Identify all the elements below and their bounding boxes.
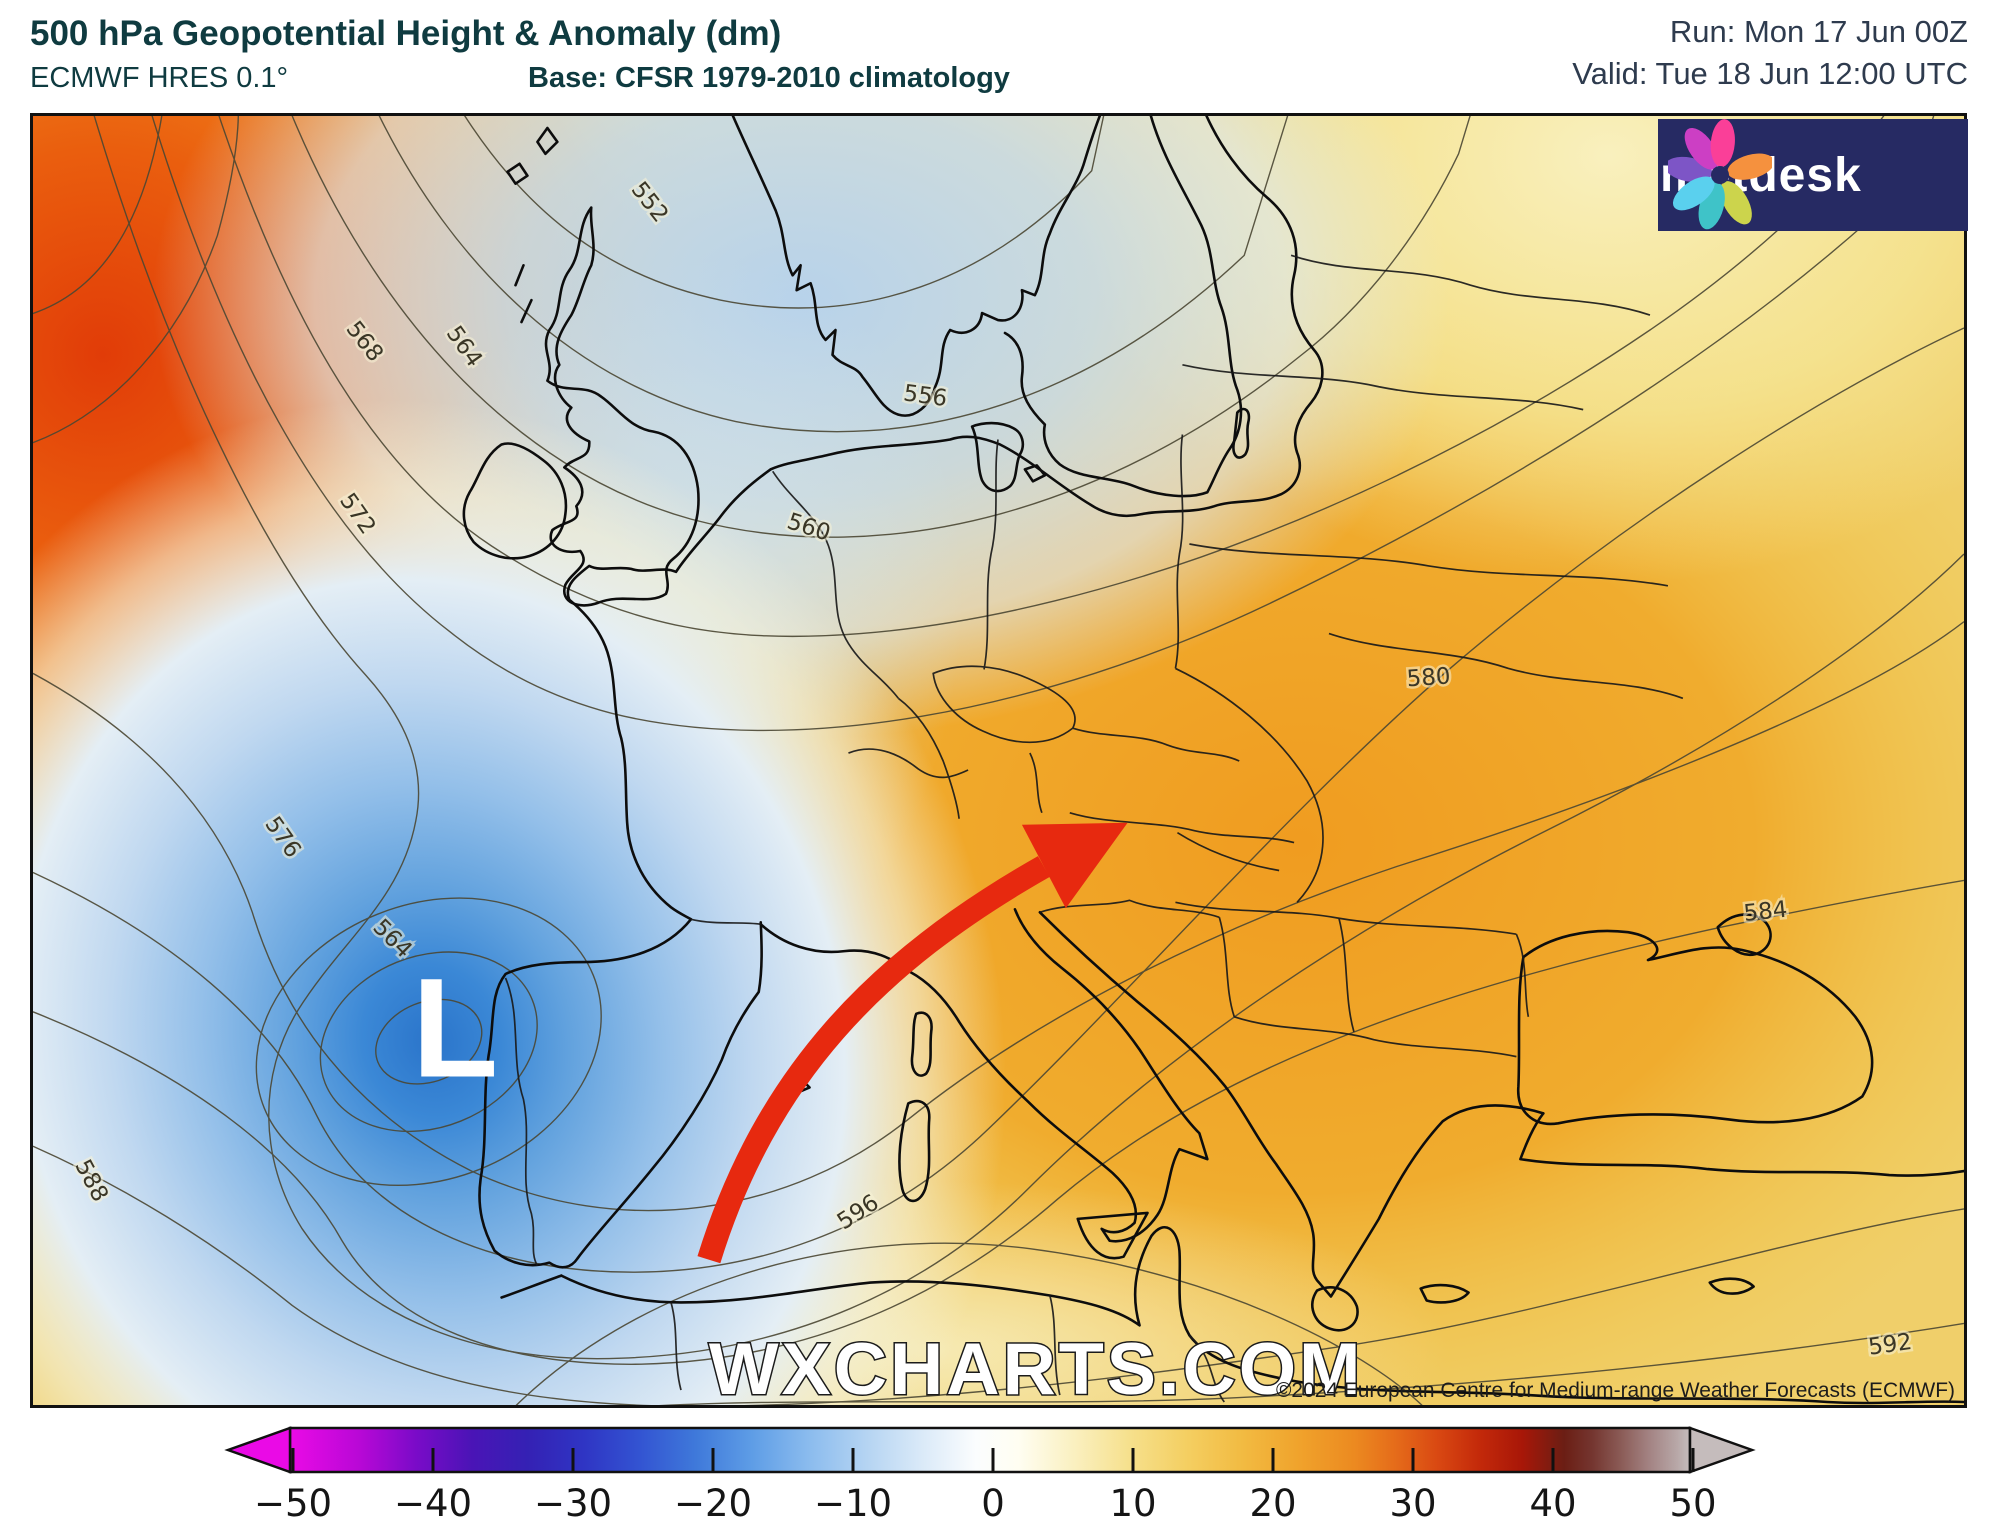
anomaly-shading [33,116,1964,1405]
colorbar-tick-label: −50 [254,1482,332,1525]
colorbar-tick [1271,1448,1275,1472]
copyright-text: ©2024 European Centre for Medium-range W… [1276,1379,1955,1402]
arrow-head-icon [1021,822,1128,909]
colorbar-tick [1551,1448,1555,1472]
country-borders [504,254,1684,1403]
run-time: Run: Mon 17 Jun 00Z [1669,14,1968,49]
height-contours [33,116,1964,1405]
annotation-arrow [697,822,1128,1264]
colorbar-tick [431,1448,435,1472]
colorbar-tick [1411,1448,1415,1472]
colorbar-tick [291,1448,295,1472]
header: 500 hPa Geopotential Height & Anomaly (d… [0,0,2000,113]
metdesk-flower-icon [1668,119,1772,230]
colorbar-tick-label: −30 [534,1482,612,1525]
arrow-shaft [697,856,1050,1264]
low-pressure-symbol: L [412,949,498,1107]
contour-label: 584 [1742,897,1788,927]
colorbar-tick-label: 20 [1249,1482,1296,1525]
colorbar-tick-label: 50 [1669,1482,1716,1525]
colorbar-tick-label: 40 [1529,1482,1576,1525]
metdesk-logo: metdesk [1658,119,1968,231]
colorbar-tick [711,1448,715,1472]
colorbar-canvas: −50 −40 −30 −20 −10 0 10 20 30 40 50 [224,1426,1756,1525]
colorbar-ticks: −50 −40 −30 −20 −10 0 10 20 30 40 50 [254,1448,1717,1525]
climatology-label: Base: CFSR 1979-2010 climatology [528,62,1010,94]
colorbar-tick [1691,1448,1695,1472]
colorbar-right-arrow-icon [1688,1426,1756,1474]
colorbar-tick-label: −40 [394,1482,472,1525]
colorbar-tick-label: −10 [814,1482,892,1525]
colorbar-tick [1131,1448,1135,1472]
colorbar-tick [991,1448,995,1472]
colorbar-tick-label: 0 [981,1482,1005,1525]
contour-label: 580 [1406,663,1451,692]
colorbar-tick [571,1448,575,1472]
model-label: ECMWF HRES 0.1° [30,62,289,94]
valid-time: Valid: Tue 18 Jun 12:00 UTC [1572,56,1968,91]
anomaly-colorbar: −50 −40 −30 −20 −10 0 10 20 30 40 50 [0,1408,2000,1531]
weather-map: 552 568 564 556 572 560 576 564 588 580 584 596 592 … [30,113,1968,1408]
colorbar-tick-label: 10 [1109,1482,1156,1525]
colorbar-tick-label: 30 [1389,1482,1436,1525]
colorbar-left-arrow-icon [224,1426,292,1474]
watermark: WXCHARTS.COM [709,1327,1364,1405]
colorbar-gradient [288,1426,1692,1474]
colorbar-tick-label: −20 [674,1482,752,1525]
page-title: 500 hPa Geopotential Height & Anomaly (d… [30,14,782,53]
colorbar-tick [851,1448,855,1472]
